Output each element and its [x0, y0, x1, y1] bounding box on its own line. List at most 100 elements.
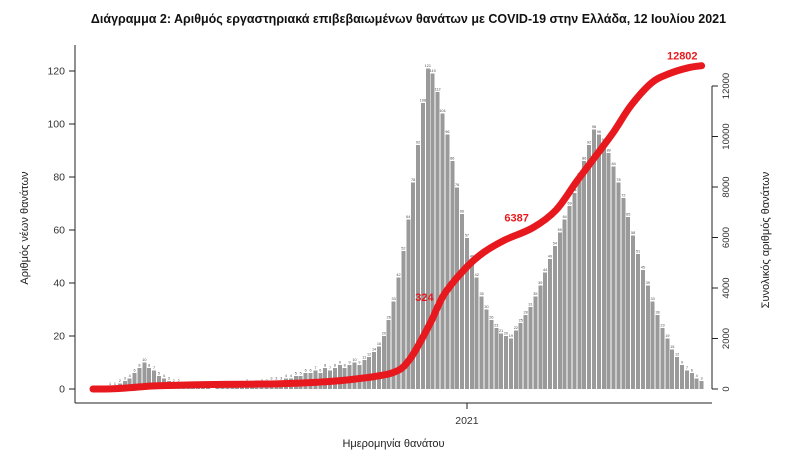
bar — [655, 314, 660, 389]
bar — [640, 269, 645, 389]
bar-value-label: 7 — [329, 366, 331, 370]
bar — [142, 362, 147, 389]
bar — [601, 142, 606, 389]
x-tick-label: 2021 — [455, 415, 479, 427]
bar-value-label: 10 — [142, 358, 146, 362]
bar — [411, 182, 416, 389]
y-right-tick-label: 4000 — [721, 277, 732, 298]
bar — [533, 296, 538, 389]
bar-value-label: 3 — [280, 377, 282, 381]
bar-value-label: 26 — [387, 316, 391, 320]
bar — [694, 378, 699, 389]
bar-value-label: 14 — [372, 347, 376, 351]
milestone-annotation: 324 — [415, 292, 434, 304]
bar-value-label: 86 — [450, 157, 454, 161]
y-left-tick-label: 0 — [59, 384, 65, 396]
bar-value-label: 64 — [563, 215, 567, 219]
bar-value-label: 19 — [665, 334, 669, 338]
bar-value-label: 96 — [597, 130, 601, 134]
y-left-tick-label: 100 — [47, 119, 65, 131]
bar — [552, 245, 557, 389]
bar — [680, 365, 685, 389]
bar-value-label: 39 — [538, 281, 542, 285]
bar — [455, 187, 460, 389]
bar-value-label: 6 — [305, 369, 307, 373]
bar — [469, 259, 474, 389]
bar-value-label: 5 — [300, 371, 302, 375]
bar — [508, 338, 513, 389]
bar-value-label: 92 — [587, 141, 591, 145]
bar-value-label: 2 — [119, 379, 121, 383]
bar — [523, 314, 528, 389]
bar — [337, 365, 342, 389]
bar-value-label: 78 — [411, 178, 415, 182]
milestone-annotation: 6387 — [504, 213, 528, 225]
bar-value-label: 2 — [173, 379, 175, 383]
bar — [577, 177, 582, 389]
bar-value-label: 121 — [425, 64, 431, 68]
bar-value-label: 22 — [514, 326, 518, 330]
y-right-tick-label: 0 — [721, 386, 732, 391]
bar — [147, 367, 152, 389]
bar — [670, 349, 675, 389]
bar-value-label: 86 — [582, 157, 586, 161]
bar — [430, 73, 435, 390]
bar-value-label: 108 — [420, 98, 426, 102]
bar-value-label: 112 — [435, 88, 441, 92]
bar-value-label: 21 — [499, 329, 503, 333]
x-axis-label: Ημερομηνία θανάτου — [342, 438, 445, 450]
bar-value-label: 76 — [455, 183, 459, 187]
y-left-tick-label: 120 — [47, 66, 65, 78]
bar — [562, 219, 567, 389]
bar-value-label: 28 — [523, 310, 527, 314]
bar — [450, 161, 455, 389]
bar-value-label: 59 — [558, 228, 562, 232]
bar-value-label: 3 — [270, 377, 272, 381]
bar-value-label: 28 — [655, 310, 659, 314]
bar — [464, 237, 469, 389]
bar-value-label: 4 — [285, 374, 287, 378]
bar-value-label: 8 — [344, 363, 346, 367]
bar — [484, 309, 489, 389]
bar-value-label: 9 — [339, 361, 341, 365]
bar — [665, 338, 670, 389]
bar — [611, 166, 616, 389]
bar — [616, 182, 621, 389]
bar-value-label: 20 — [382, 332, 386, 336]
bar — [152, 370, 157, 389]
bar — [474, 277, 479, 389]
y-right-tick-label: 10000 — [721, 123, 732, 149]
bar — [435, 92, 440, 389]
bar-value-label: 7 — [153, 366, 155, 370]
bar — [401, 251, 406, 389]
bar — [420, 102, 425, 390]
bar-value-label: 44 — [543, 268, 547, 272]
bar — [675, 357, 680, 389]
bar-value-label: 6 — [691, 369, 693, 373]
bar-value-label: 15 — [670, 345, 674, 349]
bar-value-label: 12 — [367, 353, 371, 357]
y-right-tick-label: 2000 — [721, 328, 732, 349]
bar-value-label: 72 — [621, 194, 625, 198]
bar — [689, 373, 694, 389]
bar — [376, 346, 381, 389]
bar — [127, 378, 132, 389]
bar — [699, 381, 704, 389]
bar — [132, 373, 137, 389]
bar-value-label: 23 — [660, 324, 664, 328]
bar-value-label: 25 — [519, 318, 523, 322]
bar-value-label: 30 — [484, 305, 488, 309]
y-right-tick-label: 12000 — [721, 73, 732, 99]
bar — [636, 253, 641, 389]
bar-value-label: 33 — [651, 297, 655, 301]
bar-value-label: 49 — [470, 255, 474, 259]
bar-value-label: 6 — [133, 369, 135, 373]
bar — [396, 277, 401, 389]
bar-value-label: 9 — [358, 361, 360, 365]
bar-value-label: 84 — [611, 162, 615, 166]
bar-value-label: 42 — [475, 273, 479, 277]
bar — [504, 336, 509, 389]
bar-value-label: 35 — [533, 292, 537, 296]
bar-value-label: 8 — [324, 363, 326, 367]
bar-value-label: 89 — [607, 149, 611, 153]
